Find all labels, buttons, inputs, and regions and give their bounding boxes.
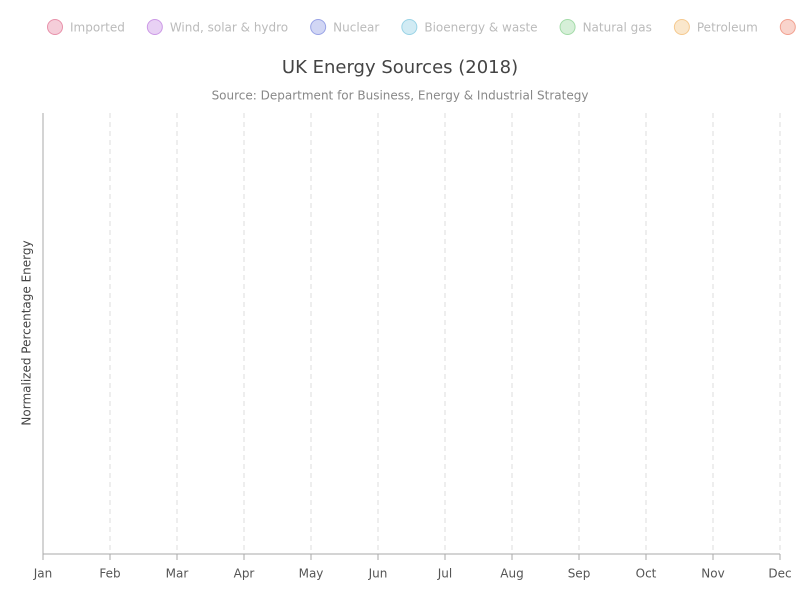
legend-swatch (779, 19, 796, 35)
x-tick-label: Dec (768, 567, 791, 581)
legend-label: Natural gas (583, 21, 652, 35)
x-tick-label: Jun (368, 567, 388, 581)
legend-swatch (559, 19, 576, 35)
legend-swatch (310, 19, 327, 35)
chart-subtitle: Source: Department for Business, Energy … (212, 89, 589, 103)
x-tick-label: May (299, 567, 324, 581)
x-tick-label: Jul (437, 567, 452, 581)
legend-item[interactable]: Imported (47, 19, 125, 35)
legend-swatch (146, 19, 163, 35)
legend-label: Wind, solar & hydro (170, 21, 288, 35)
legend-item[interactable]: Wind, solar & hydro (146, 19, 288, 35)
legend-swatch (673, 19, 690, 35)
chart-title: UK Energy Sources (2018) (282, 57, 518, 78)
legend-item[interactable]: Coal (779, 19, 800, 35)
y-axis-label: Normalized Percentage Energy (20, 240, 34, 425)
legend-item[interactable]: Nuclear (310, 19, 380, 35)
x-tick-label: Nov (701, 567, 724, 581)
x-tick-label: Sep (568, 567, 591, 581)
legend-label: Imported (70, 21, 125, 35)
legend-item[interactable]: Bioenergy & waste (401, 19, 538, 35)
legend-label: Petroleum (697, 21, 758, 35)
legend-swatch (401, 19, 418, 35)
legend-label: Nuclear (333, 21, 379, 35)
legend-item[interactable]: Petroleum (673, 19, 758, 35)
legend-label: Bioenergy & waste (424, 21, 537, 35)
legend-item[interactable]: Natural gas (559, 19, 652, 35)
x-tick-label: Oct (636, 567, 657, 581)
x-tick-label: Mar (166, 567, 189, 581)
x-tick-label: Aug (500, 567, 523, 581)
x-tick-label: Apr (234, 567, 255, 581)
x-tick-label: Feb (99, 567, 120, 581)
x-tick-label: Jan (33, 567, 53, 581)
legend-swatch (47, 19, 63, 35)
